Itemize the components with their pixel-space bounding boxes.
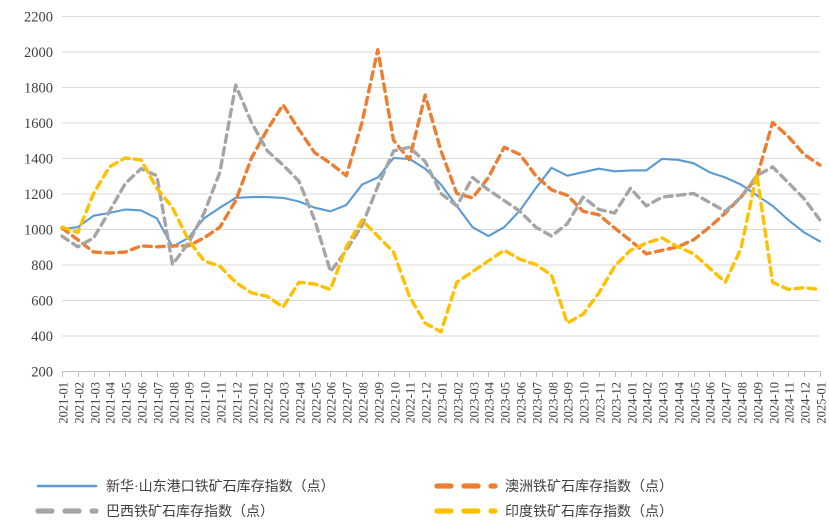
x-tick-label: 2024-03 <box>657 382 671 424</box>
x-tick-label: 2021-06 <box>136 382 150 424</box>
x-tick-label: 2021-02 <box>73 382 87 424</box>
legend-label-2[interactable]: 巴西铁矿石库存指数（点） <box>106 504 274 520</box>
x-tick-label: 2023-05 <box>499 382 513 424</box>
x-tick-label: 2024-08 <box>736 382 750 424</box>
series-line-2 <box>60 83 822 274</box>
x-tick-label: 2022-10 <box>389 382 403 424</box>
x-tick-label: 2024-07 <box>720 382 734 424</box>
x-tick-label: 2022-09 <box>373 382 387 424</box>
x-tick-label: 2023-02 <box>452 382 466 424</box>
x-tick-label: 2024-11 <box>783 382 797 423</box>
x-tick-label: 2022-01 <box>247 382 261 424</box>
y-axis-tick-labels: 200 400 600 800 1000 1200 1400 1600 1800 2000 2200 <box>24 10 53 381</box>
x-tick-label: 2022-08 <box>357 382 371 424</box>
x-tick-label: 2021-01 <box>57 382 71 424</box>
y-tick-label: 200 <box>31 365 53 381</box>
x-tick-label: 2024-02 <box>641 382 655 424</box>
x-tick-label: 2021-10 <box>199 382 213 424</box>
x-tick-label: 2021-12 <box>231 382 245 424</box>
x-tick-label: 2021-09 <box>183 382 197 424</box>
y-tick-label: 2200 <box>24 10 53 26</box>
legend-label-1[interactable]: 澳洲铁矿石库存指数（点） <box>505 479 673 495</box>
x-tick-label: 2024-12 <box>799 382 813 424</box>
x-tick-label: 2023-09 <box>562 382 576 424</box>
x-tick-label: 2023-03 <box>468 382 482 424</box>
x-tick-label: 2022-03 <box>278 382 292 424</box>
y-tick-label: 1000 <box>24 223 53 239</box>
x-tick-label: 2021-11 <box>215 382 229 423</box>
x-tick-label: 2024-04 <box>673 381 687 423</box>
y-tick-label: 1200 <box>24 187 53 203</box>
x-tick-label: 2021-08 <box>168 382 182 424</box>
x-tick-label: 2024-09 <box>752 382 766 424</box>
x-tick-label: 2021-03 <box>89 382 103 424</box>
chart-legend: 新华·山东港口铁矿石库存指数（点） 澳洲铁矿石库存指数（点） 巴西铁矿石库存指数（点… <box>35 479 673 520</box>
x-tick-label: 2023-07 <box>531 382 545 424</box>
x-tick-label: 2023-10 <box>578 382 592 424</box>
y-tick-label: 400 <box>31 329 53 345</box>
x-tick-label: 2022-04 <box>294 381 308 423</box>
x-tick-label: 2022-12 <box>420 382 434 424</box>
x-tick-label: 2023-04 <box>483 381 497 423</box>
x-tick-label: 2021-07 <box>152 382 166 424</box>
x-tick-label: 2021-05 <box>120 382 134 424</box>
x-tick-label: 2023-08 <box>547 382 561 424</box>
x-tick-label: 2021-04 <box>104 381 118 423</box>
x-tick-label: 2024-01 <box>626 382 640 424</box>
y-tick-label: 1800 <box>24 81 53 97</box>
x-tick-label: 2022-06 <box>325 382 339 424</box>
x-tick-label: 2022-02 <box>262 382 276 424</box>
x-tick-label: 2022-05 <box>310 382 324 424</box>
legend-label-0[interactable]: 新华·山东港口铁矿石库存指数（点） <box>106 479 335 495</box>
x-tick-label: 2023-12 <box>610 382 624 424</box>
y-tick-label: 1400 <box>24 152 53 168</box>
series-line-1 <box>60 48 822 256</box>
y-tick-label: 800 <box>31 258 53 274</box>
data-series-group <box>60 48 822 334</box>
y-tick-label: 2000 <box>24 45 53 61</box>
x-tick-label: 2022-07 <box>341 382 355 424</box>
x-tick-label: 2024-10 <box>768 382 782 424</box>
series-line-3 <box>60 156 822 334</box>
y-tick-label: 600 <box>31 294 53 310</box>
x-tick-label: 2023-06 <box>515 382 529 424</box>
x-tick-label: 2023-11 <box>594 382 608 423</box>
x-tick-label: 2022-11 <box>404 382 418 423</box>
x-tick-label: 2024-06 <box>704 382 718 424</box>
legend-label-3[interactable]: 印度铁矿石库存指数（点） <box>505 504 673 520</box>
x-tick-label: 2024-05 <box>689 382 703 424</box>
x-tick-label: 2023-01 <box>436 382 450 424</box>
x-axis-tick-labels: 2021-01 2021-02 2021-03 2021-04 2021-05 2021-… <box>57 381 829 423</box>
y-tick-label: 1600 <box>24 116 53 132</box>
x-tick-label: 2025-01 <box>815 382 829 424</box>
